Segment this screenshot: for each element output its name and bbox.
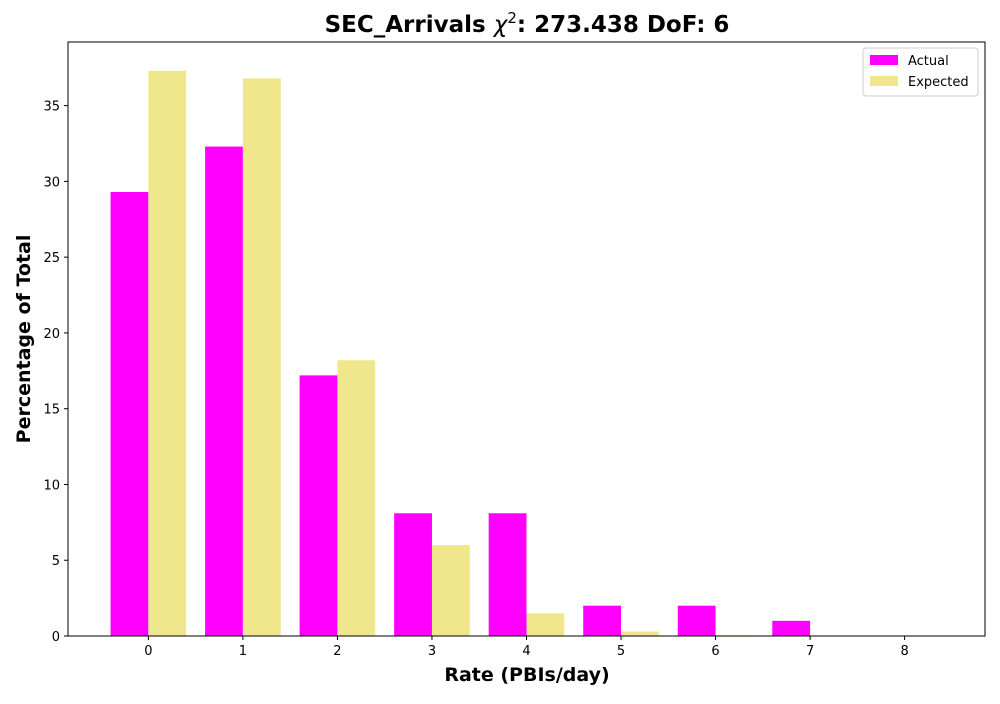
bar-actual-4 [488, 513, 527, 636]
bar-expected-1 [242, 78, 281, 636]
x-axis-label: Rate (PBIs/day) [444, 664, 609, 686]
bar-actual-3 [394, 513, 432, 636]
legend-label-expected: Expected [908, 75, 969, 90]
bar-actual-5 [583, 605, 622, 636]
y-axis-label: Percentage of Total [13, 235, 35, 444]
legend: Actual Expected [862, 47, 979, 97]
chart-title-chi: χ [492, 12, 509, 38]
x-tick-label: 3 [428, 644, 436, 659]
y-tick-label: 20 [43, 327, 60, 342]
x-tick-label: 4 [522, 644, 530, 659]
y-tick-label: 15 [43, 403, 60, 418]
y-tick-label: 10 [43, 478, 60, 493]
bars-layer [110, 70, 811, 636]
x-tick-label: 7 [806, 644, 814, 659]
y-tick-label: 0 [52, 630, 60, 645]
chart-title: SEC_Arrivals χ2: 273.438 DoF: 6 [325, 9, 730, 38]
ticks-layer: 0 1 2 3 4 5 6 7 8 0 5 10 15 20 25 30 35 [43, 100, 908, 659]
x-tick-label: 1 [239, 644, 247, 659]
legend-swatch-expected [870, 76, 898, 86]
legend-label-actual: Actual [908, 54, 949, 69]
bar-expected-2 [337, 360, 376, 636]
chart-title-suffix: : 273.438 DoF: 6 [517, 12, 730, 38]
bar-actual-0 [110, 192, 149, 636]
legend-swatch-actual [870, 55, 898, 65]
x-tick-label: 8 [901, 644, 909, 659]
bar-actual-2 [299, 375, 338, 636]
x-tick-label: 0 [144, 644, 152, 659]
chart-title-superscript: 2 [507, 9, 517, 27]
bar-actual-1 [205, 146, 243, 636]
bar-expected-3 [431, 545, 470, 636]
y-tick-label: 25 [43, 251, 60, 266]
y-tick-label: 30 [43, 175, 60, 190]
bar-expected-5 [621, 631, 659, 636]
y-tick-label: 35 [43, 100, 60, 115]
bar-actual-6 [677, 605, 716, 636]
bar-expected-0 [148, 70, 187, 636]
bar-expected-4 [526, 613, 565, 636]
chart-title-prefix: SEC_Arrivals [325, 12, 494, 38]
x-tick-label: 5 [617, 644, 625, 659]
x-tick-label: 6 [711, 644, 719, 659]
x-tick-label: 2 [333, 644, 341, 659]
y-tick-label: 5 [52, 554, 60, 569]
bar-actual-7 [772, 620, 811, 636]
